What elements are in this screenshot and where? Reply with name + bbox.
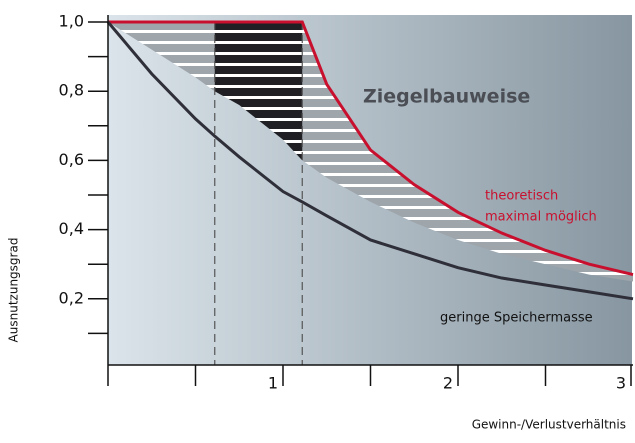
x-tick-label: 2 <box>443 374 453 393</box>
annotation: geringe Speichermasse <box>440 311 593 326</box>
y-tick-label: 0,8 <box>59 81 84 100</box>
x-tick-label: 3 <box>616 374 626 393</box>
line-series <box>106 21 634 301</box>
annotation: maximal möglich <box>485 210 597 225</box>
x-tick-label: 1 <box>268 374 278 393</box>
annotation: theoretisch <box>485 189 558 204</box>
line-series <box>108 20 634 277</box>
y-tick-label: 1,0 <box>59 12 84 31</box>
y-tick-label: 0,2 <box>59 288 84 307</box>
y-tick-label: 0,4 <box>59 219 84 238</box>
annotation: Ziegelbauweise <box>363 86 530 108</box>
highlight-area <box>214 22 303 161</box>
y-axis-label: Ausnutzungsgrad <box>7 238 21 343</box>
y-tick-label: 0,6 <box>59 150 84 169</box>
x-axis-label: Gewinn-/Verlustverhältnis <box>472 418 626 432</box>
